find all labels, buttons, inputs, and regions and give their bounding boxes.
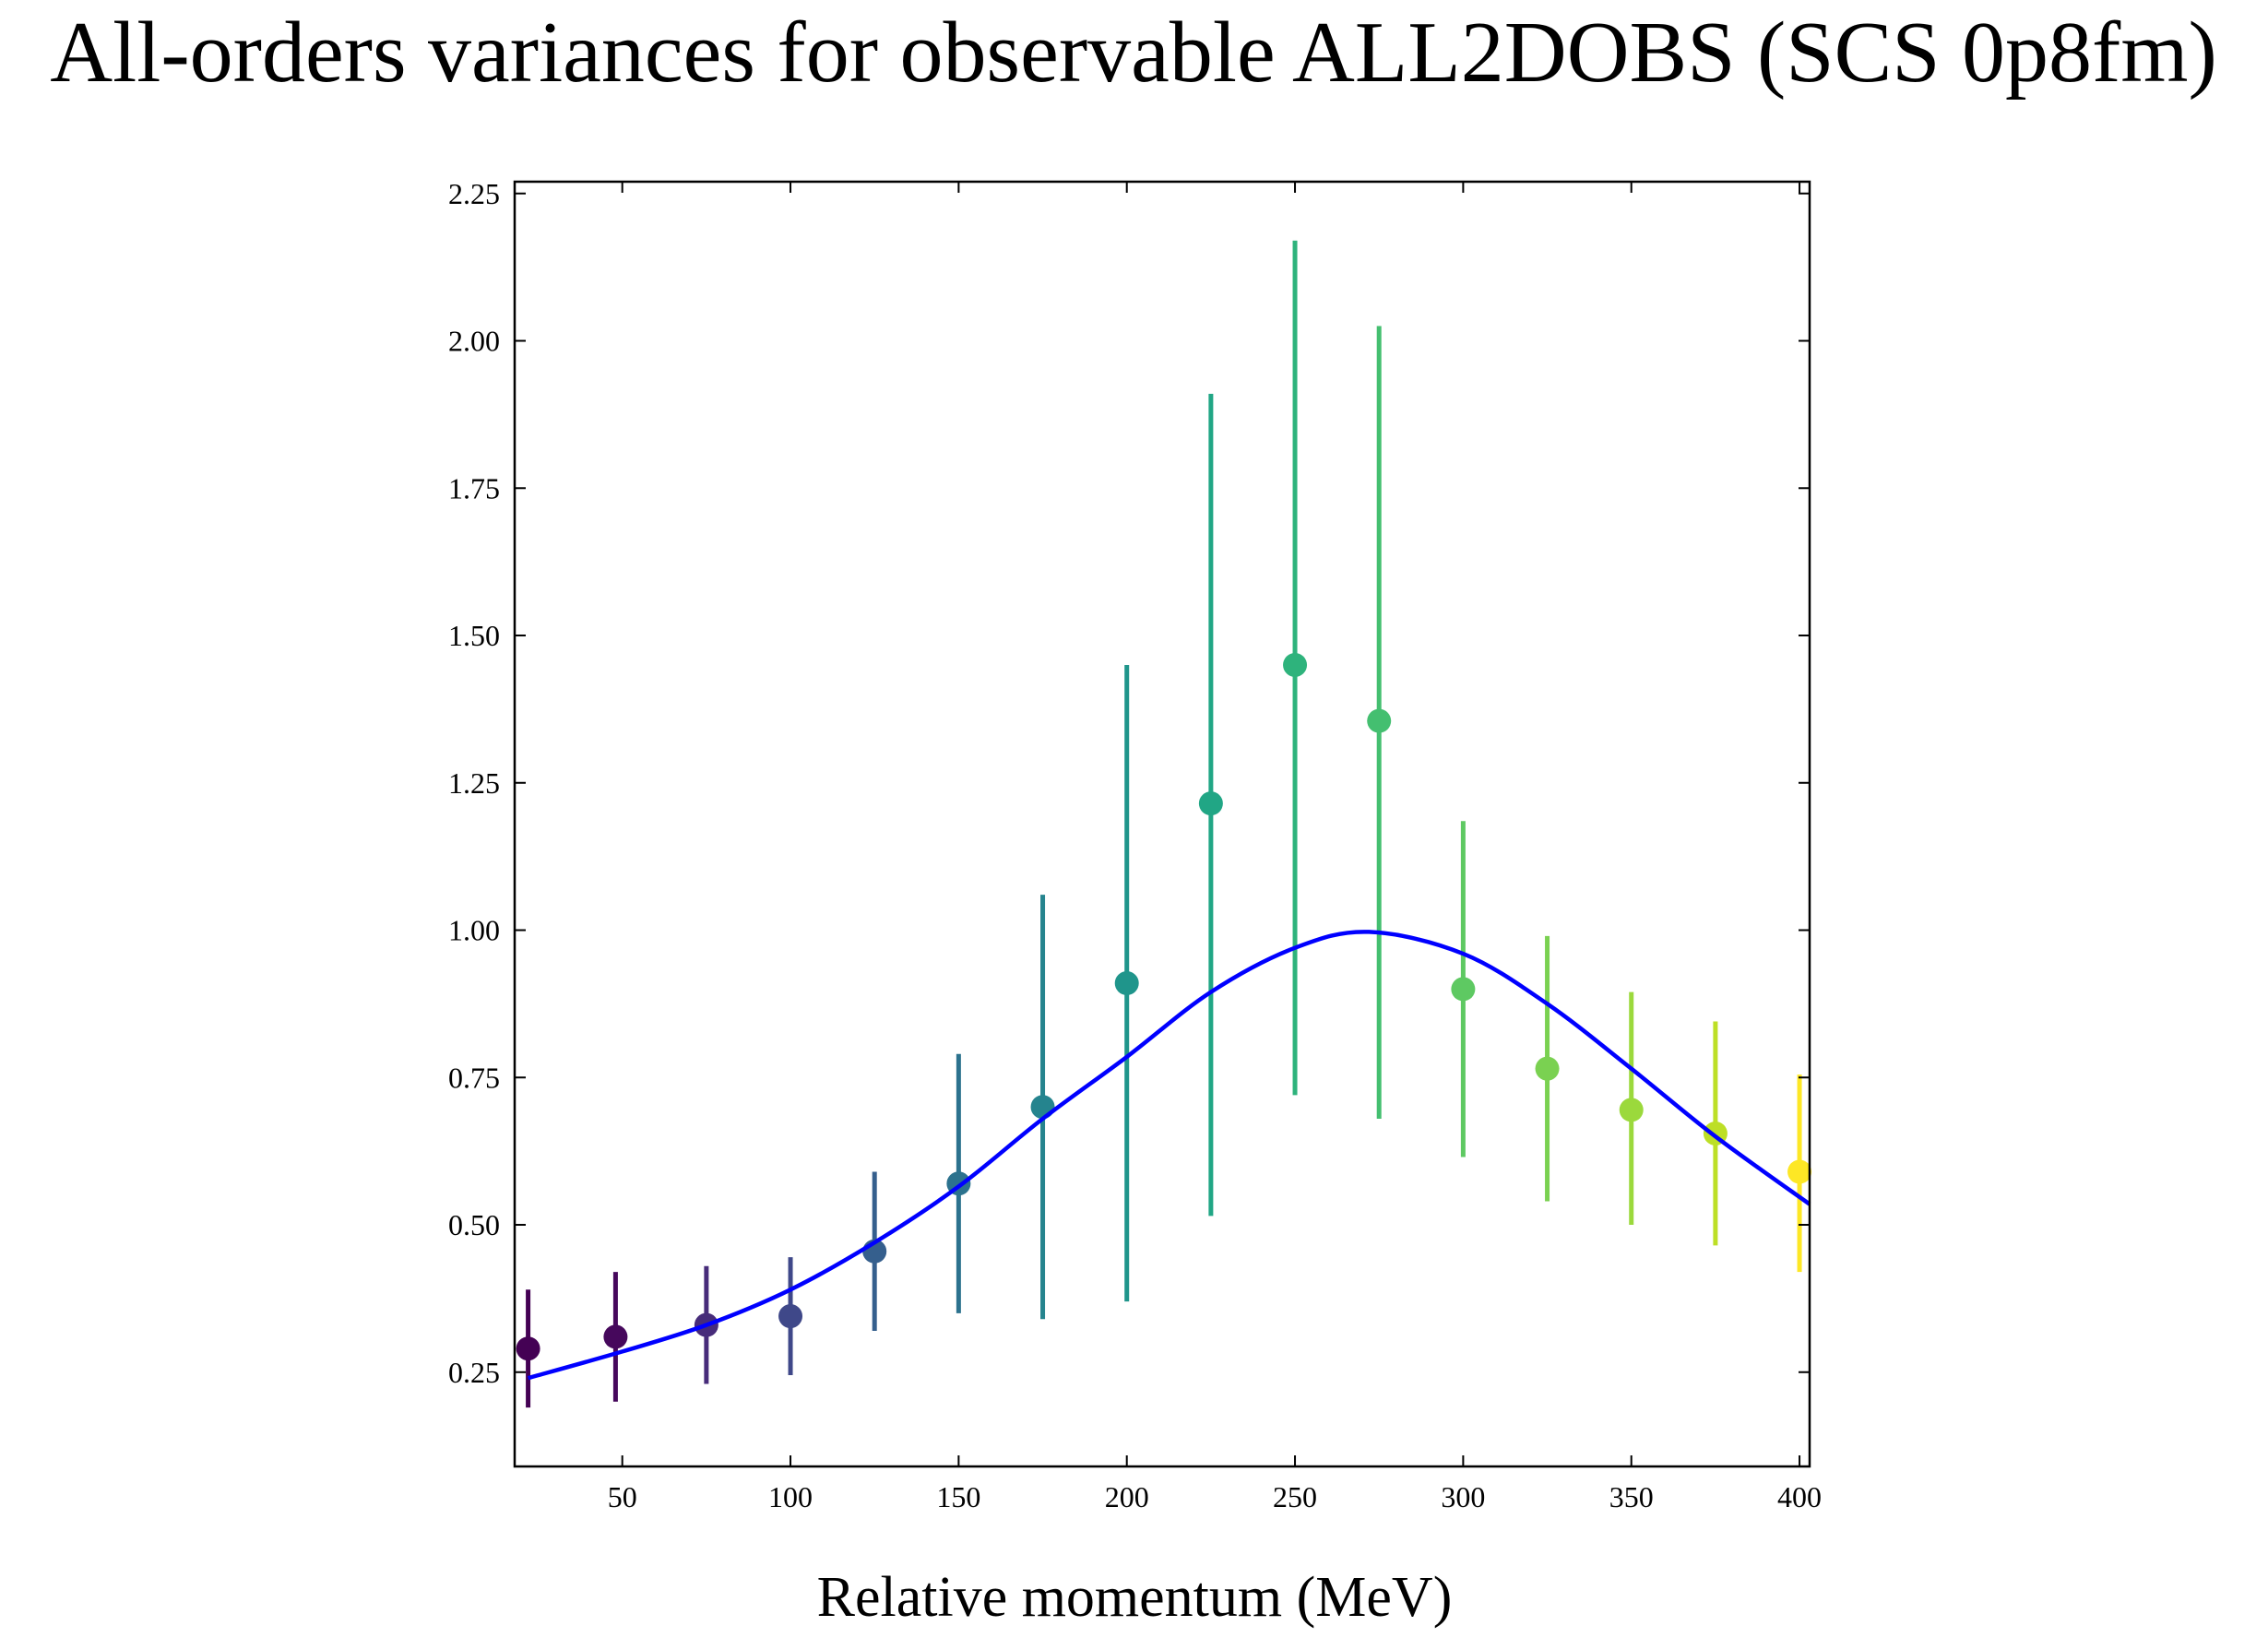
x-axis-label: Relative momentum (MeV) [817, 1566, 1453, 1629]
data-point-6 [1030, 1095, 1055, 1120]
plot-frame [513, 180, 1811, 1468]
data-point-0 [516, 1336, 540, 1361]
data-point-1 [603, 1324, 628, 1349]
x-tick-label-3: 200 [1105, 1480, 1149, 1513]
x-tick-label-1: 100 [768, 1480, 813, 1513]
y-tick-label-6: 1.75 [448, 471, 500, 504]
y-tick-label-1: 0.50 [448, 1208, 500, 1241]
y-tick-label-3: 1.00 [448, 914, 500, 947]
y-tick-label-2: 0.75 [448, 1061, 500, 1094]
y-tick-label-4: 1.25 [448, 766, 500, 800]
y-tick-label-7: 2.00 [448, 325, 500, 358]
x-tick-label-2: 150 [936, 1480, 980, 1513]
data-point-13 [1619, 1098, 1644, 1122]
chart-title: All-orders variances for observable ALL2… [50, 5, 2217, 101]
data-point-12 [1535, 1056, 1560, 1081]
x-tick-label-6: 350 [1609, 1480, 1654, 1513]
data-point-7 [1114, 971, 1139, 996]
plot-area: 50 100 150 200 250 300 350 400 0.25 0.50 0.75 1.00 1… [448, 177, 1822, 1513]
x-tick-label-0: 50 [608, 1480, 637, 1513]
data-point-3 [778, 1304, 803, 1329]
y-tick-label-5: 1.50 [448, 619, 500, 652]
gp-curve [527, 930, 1811, 1381]
x-tick-label-7: 400 [1777, 1480, 1822, 1513]
data-point-8 [1198, 791, 1223, 816]
y-tick-label-8: 2.25 [448, 177, 500, 210]
x-tick-label-4: 250 [1273, 1480, 1317, 1513]
data-point-10 [1367, 708, 1392, 733]
x-tick-label-5: 300 [1441, 1480, 1485, 1513]
data-point-9 [1283, 652, 1308, 677]
data-point-11 [1451, 977, 1476, 1002]
data-point-15 [1787, 1159, 1812, 1184]
y-tick-label-0: 0.25 [448, 1356, 500, 1389]
